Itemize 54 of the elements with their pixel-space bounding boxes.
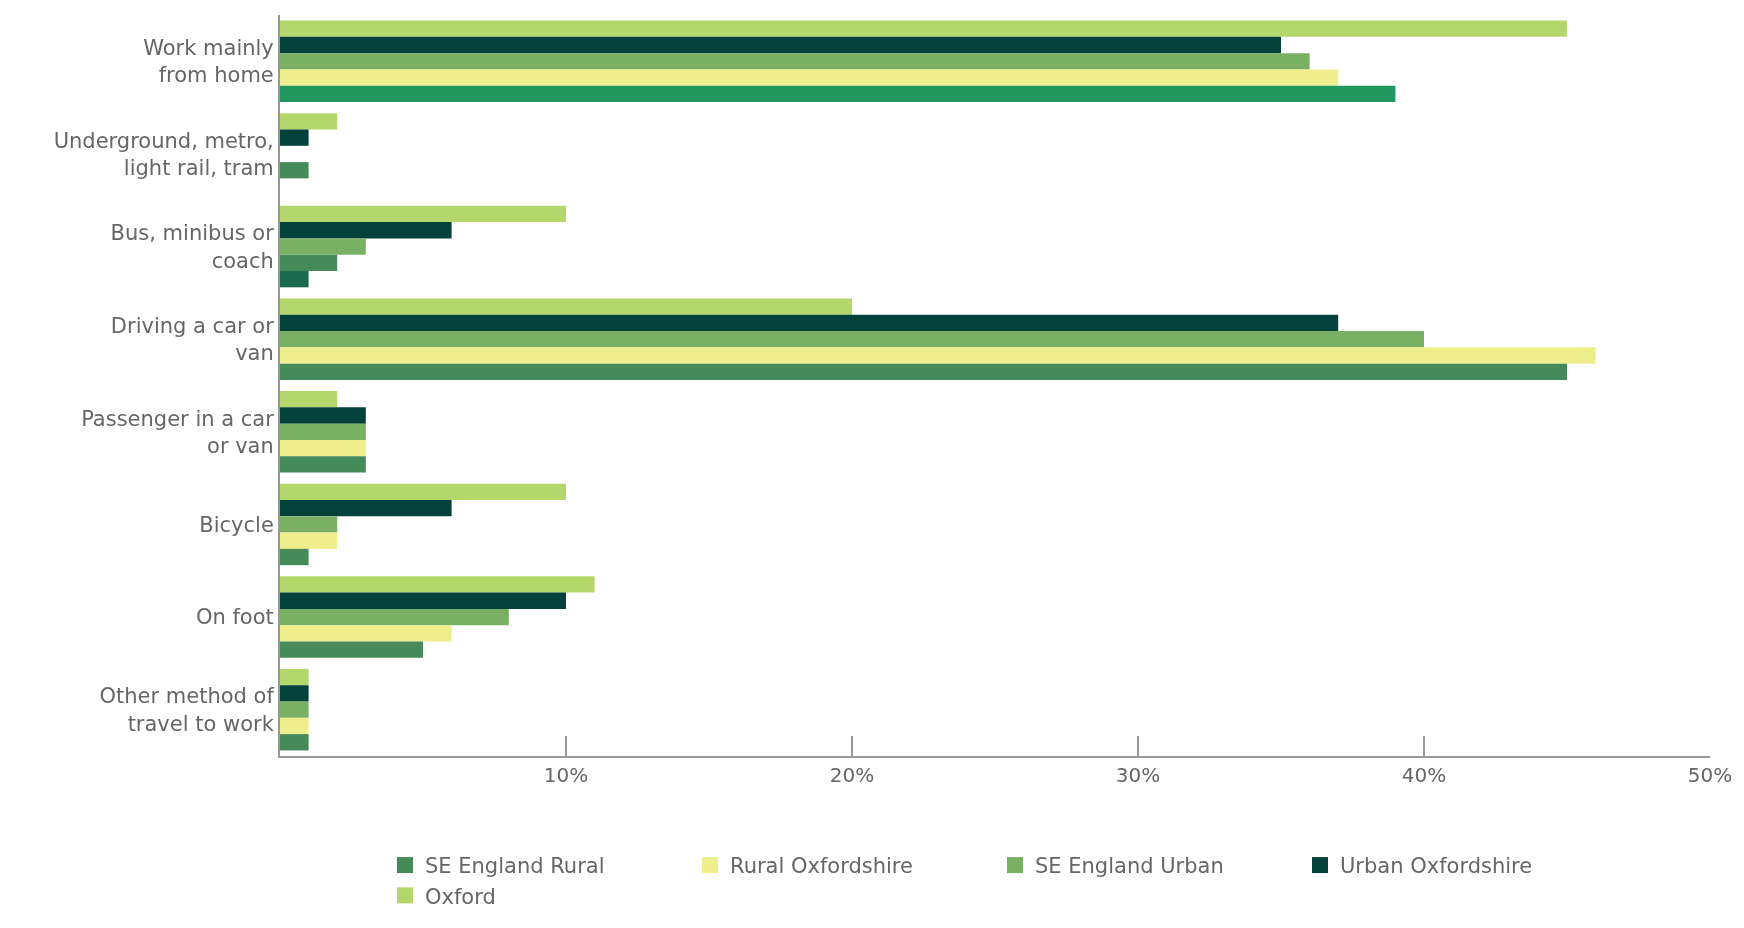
bar bbox=[280, 592, 566, 609]
x-tick-label: 20% bbox=[829, 763, 875, 787]
bar bbox=[280, 314, 1339, 332]
y-tick-label: Passenger in a car or van bbox=[81, 406, 275, 458]
x-tick-label: 50% bbox=[1687, 763, 1733, 787]
bar bbox=[280, 36, 1281, 54]
legend-label: Oxford bbox=[425, 884, 496, 909]
bar bbox=[280, 499, 452, 517]
bar bbox=[280, 576, 595, 593]
bar bbox=[280, 532, 338, 549]
x-tick-label: 40% bbox=[1401, 763, 1447, 787]
bar bbox=[280, 641, 423, 658]
bar bbox=[280, 205, 566, 223]
bar bbox=[280, 113, 338, 130]
bar bbox=[280, 734, 309, 751]
bar bbox=[280, 548, 309, 566]
x-tick-label: 10% bbox=[543, 763, 589, 787]
bar bbox=[280, 483, 566, 500]
bar bbox=[280, 363, 1567, 380]
y-tick-label: Other method of travel to work bbox=[99, 684, 275, 736]
bar bbox=[280, 439, 366, 457]
y-tick-label: Work mainly from home bbox=[143, 36, 274, 88]
bar bbox=[280, 685, 309, 702]
bar bbox=[280, 69, 1339, 86]
x-tick-label: 30% bbox=[1115, 763, 1161, 787]
bar bbox=[280, 608, 509, 626]
bar bbox=[280, 298, 852, 315]
y-tick-label: Underground, metro, light rail, tram bbox=[53, 128, 274, 180]
bar bbox=[280, 701, 309, 718]
y-tick-label: On foot bbox=[195, 605, 274, 630]
bar bbox=[280, 271, 309, 288]
bar bbox=[280, 53, 1310, 70]
legend-label: SE England Urban bbox=[1035, 854, 1224, 879]
bar bbox=[280, 331, 1424, 348]
legend-label: Rural Oxfordshire bbox=[730, 854, 913, 879]
bar bbox=[280, 668, 309, 686]
bar bbox=[280, 407, 366, 424]
legend-label: SE England Rural bbox=[425, 854, 605, 879]
y-tick-label: Bus, minibus or coach bbox=[110, 221, 275, 273]
legend-label: Urban Oxfordshire bbox=[1340, 854, 1533, 879]
bar bbox=[280, 516, 338, 533]
bar bbox=[280, 456, 366, 473]
bar bbox=[280, 625, 452, 642]
bar bbox=[280, 238, 366, 255]
bar bbox=[280, 20, 1567, 37]
bar bbox=[280, 222, 452, 239]
bar bbox=[280, 85, 1396, 103]
bar bbox=[280, 129, 309, 146]
bar bbox=[280, 391, 338, 408]
bar bbox=[280, 423, 366, 440]
bar bbox=[280, 347, 1596, 364]
y-tick-label: Bicycle bbox=[199, 512, 274, 537]
bar bbox=[280, 717, 309, 735]
y-tick-label: Driving a car or van bbox=[110, 313, 275, 366]
